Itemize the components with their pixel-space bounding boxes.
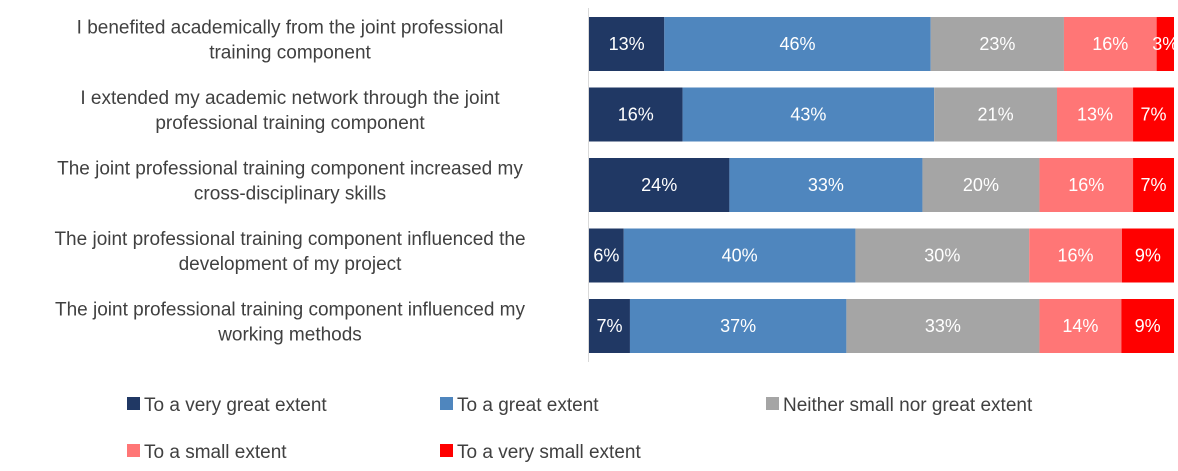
- bar-segment: [1039, 158, 1134, 212]
- legend-item: To a small extent: [127, 442, 287, 463]
- category-label: I benefited academically from the joint …: [77, 18, 504, 39]
- bar-segment: [1121, 228, 1174, 283]
- data-label: 6%: [593, 246, 619, 266]
- data-label: 14%: [1062, 316, 1098, 336]
- legend-label: To a great extent: [457, 395, 599, 416]
- data-label: 24%: [641, 175, 677, 195]
- data-label: 13%: [609, 34, 645, 54]
- legend-label: To a very great extent: [144, 395, 327, 416]
- bar-segment: [1121, 299, 1174, 353]
- legend-swatch: [127, 397, 140, 410]
- data-label: 23%: [979, 34, 1015, 54]
- legend-swatch: [440, 397, 453, 410]
- data-label: 43%: [790, 105, 826, 125]
- data-label: 40%: [722, 246, 758, 266]
- category-label: The joint professional training componen…: [57, 159, 523, 180]
- bar-segment: [623, 228, 856, 283]
- bar-segment: [589, 87, 683, 142]
- bar-segment: [589, 228, 624, 283]
- bar-segment: [729, 158, 923, 212]
- category-label: The joint professional training componen…: [55, 300, 525, 321]
- bar-segment: [589, 299, 630, 353]
- bar-segment: [1057, 87, 1134, 142]
- legend-item: To a great extent: [440, 395, 599, 416]
- data-label: 16%: [1068, 175, 1104, 195]
- bar-segment: [1063, 17, 1157, 71]
- category-label: professional training component: [155, 113, 425, 134]
- data-label: 37%: [720, 316, 756, 336]
- category-label: training component: [209, 43, 371, 64]
- data-label: 9%: [1135, 246, 1161, 266]
- legend-item: Neither small nor great extent: [766, 395, 1033, 416]
- bars-group: 13% 46% 23% 16% 3% 16% 43% 21% 13% 7% 24% 33% 20% 16%…: [589, 17, 1178, 353]
- data-label: 3%: [1152, 34, 1178, 54]
- data-label: 16%: [1092, 34, 1128, 54]
- data-label: 7%: [596, 316, 622, 336]
- bar-segment: [1156, 17, 1174, 71]
- legend-swatch: [766, 397, 779, 410]
- legend-label: To a small extent: [144, 442, 287, 463]
- legend-item: To a very small extent: [440, 442, 641, 463]
- legend-swatch: [440, 444, 453, 457]
- data-label: 16%: [618, 105, 654, 125]
- data-label: 7%: [1141, 105, 1167, 125]
- bar-segment: [930, 17, 1064, 71]
- data-label: 20%: [963, 175, 999, 195]
- data-label: 33%: [925, 316, 961, 336]
- bar-segment: [664, 17, 931, 71]
- bar-segment: [682, 87, 935, 142]
- bar-segment: [1133, 158, 1174, 212]
- category-label: working methods: [217, 325, 362, 346]
- bar-segment: [1029, 228, 1122, 283]
- legend-label: Neither small nor great extent: [783, 395, 1033, 416]
- bar-segment: [922, 158, 1040, 212]
- category-labels-group: I benefited academically from the joint …: [54, 18, 525, 346]
- data-label: 46%: [779, 34, 815, 54]
- legend-label: To a very small extent: [457, 442, 641, 463]
- data-label: 7%: [1141, 175, 1167, 195]
- bar-segment: [1133, 87, 1174, 142]
- data-label: 21%: [978, 105, 1014, 125]
- category-label: development of my project: [179, 254, 403, 275]
- bar-segment: [589, 158, 730, 212]
- legend: To a very great extent To a great extent N…: [127, 395, 1033, 463]
- legend-item: To a very great extent: [127, 395, 327, 416]
- data-label: 16%: [1058, 246, 1094, 266]
- data-label: 33%: [808, 175, 844, 195]
- category-label: I extended my academic network through t…: [80, 88, 500, 109]
- category-label: cross-disciplinary skills: [194, 184, 386, 205]
- bar-segment: [589, 17, 665, 71]
- data-label: 9%: [1135, 316, 1161, 336]
- data-label: 30%: [924, 246, 960, 266]
- bar-segment: [934, 87, 1057, 142]
- bar-segment: [1039, 299, 1122, 353]
- category-label: The joint professional training componen…: [54, 229, 525, 250]
- bar-segment: [846, 299, 1040, 353]
- bar-segment: [629, 299, 847, 353]
- legend-swatch: [127, 444, 140, 457]
- bar-segment: [855, 228, 1030, 283]
- data-label: 13%: [1077, 105, 1113, 125]
